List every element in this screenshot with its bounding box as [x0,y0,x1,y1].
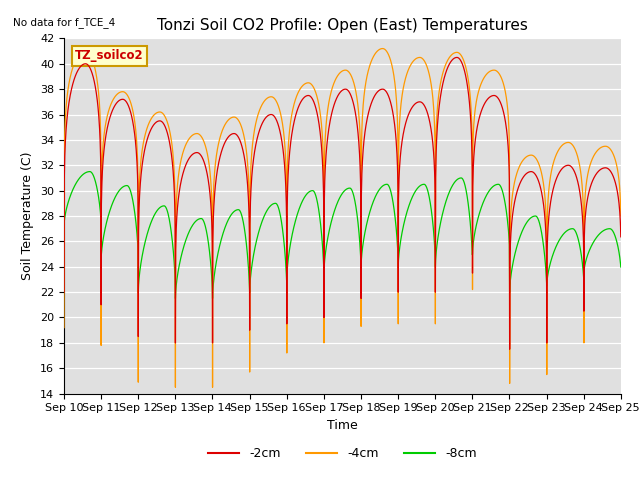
Legend: -2cm, -4cm, -8cm: -2cm, -4cm, -8cm [204,443,481,466]
Title: Tonzi Soil CO2 Profile: Open (East) Temperatures: Tonzi Soil CO2 Profile: Open (East) Temp… [157,18,528,33]
X-axis label: Time: Time [327,419,358,432]
Y-axis label: Soil Temperature (C): Soil Temperature (C) [22,152,35,280]
Text: No data for f_TCE_4: No data for f_TCE_4 [13,17,115,28]
Text: TZ_soilco2: TZ_soilco2 [75,49,144,62]
